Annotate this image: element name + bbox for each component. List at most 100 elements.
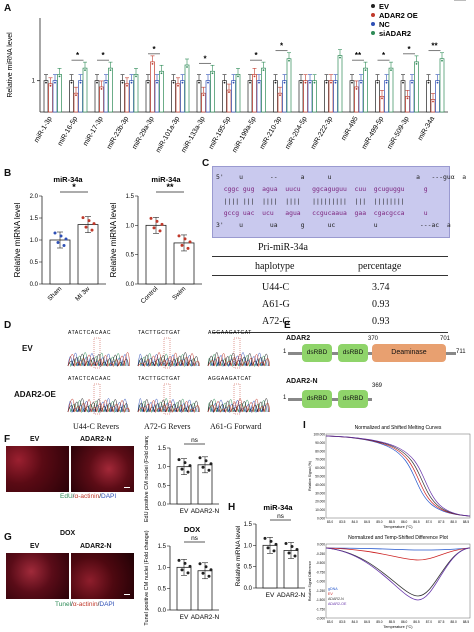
legend-label: gDNA [328,587,338,591]
bar [333,80,338,113]
panel-f-chart: 0.0 0.5 1.0 1.5 EdU positive CM nuclei (Fold… [144,436,220,522]
data-point [96,81,98,84]
dsrbd-domain-1: dsRBD [302,344,332,362]
bar [205,80,211,113]
data-point [54,81,56,84]
panel-label-i: I [303,420,306,431]
y-axis-label: Relative miRNA level [7,32,14,98]
table-top-rule [212,256,448,257]
category-label: miR-199a-5p [231,115,257,154]
sig-mark: ** [355,51,362,60]
bar [52,80,58,113]
data-point [109,69,112,72]
data-point [274,81,277,84]
bar [145,80,151,113]
data-point [325,81,328,84]
dox-title-img: DOX [60,530,76,537]
panel-label-h: H [228,502,236,513]
data-point [334,81,337,84]
edit-site-marker [163,337,171,369]
img-title-adar2n-f: ADAR2-N [80,436,112,443]
y-tick-label: 1.0 [158,565,167,571]
data-point [202,94,205,97]
data-point [390,69,392,72]
top-x-tick-label: 83.5 [339,520,345,524]
category-label: miR-210-3p [259,115,283,150]
data-point [84,225,88,229]
trace-peak [67,353,129,368]
dsrbd-domain-2: dsRBD [338,344,368,362]
data-point [186,246,190,250]
base-calls: TACTTGCTGAT [138,376,181,382]
data-point [355,88,358,90]
top-y-tick-label: 80.000 [315,449,325,453]
bar [354,86,359,113]
data-point [180,467,184,471]
trace-peak [137,398,197,414]
data-point [258,81,260,84]
adar2-end: 711 [456,349,466,355]
bar [252,74,257,113]
bar [256,80,262,113]
data-point [130,81,133,84]
base-calls: TACTTGCTGAT [138,330,181,336]
top-x-tick-label: 85.0 [376,520,382,524]
base-calls: ATACTCACAAC [68,330,111,336]
trace-peak [67,400,127,414]
y-tick-label: 1 [32,79,36,85]
top-x-tick-label: 88.0 [451,520,457,524]
data-point [172,81,175,84]
haplotype-cell: A72-G [262,316,290,327]
bar [222,80,227,113]
bar [226,89,232,113]
micrograph-ev-tunel [6,553,69,599]
legend-label: ADAR2-N [328,597,344,601]
scale-bar-g [124,594,130,595]
legend-marker [371,31,375,35]
y-tick-label: 1.0 [158,465,167,471]
y-tick-label: 0.0 [30,282,39,288]
micrograph-ev-edu [6,446,69,492]
bar [409,80,415,113]
bar [120,80,125,113]
data-point [92,222,96,226]
panel-g-chart: DOX 0.0 0.5 1.0 1.5 Tunel positive CM nuclei … [144,525,220,626]
chromatogram-panel: ATACTCACAAC ATACTCACAAC TACTTGCTGAT TACTTGC… [67,330,270,415]
data-point [181,81,184,84]
panel-label-f: F [4,434,11,445]
top-y-tick-label: 50.000 [315,475,325,479]
sig-mark: * [152,45,156,54]
bar [69,80,74,113]
micrograph-adar2n-tunel [71,553,134,599]
bottom-y-tick-label: -0.250 [316,552,325,556]
sig-mark: * [280,42,284,51]
bottom-y-tick-label: -1.750 [316,607,325,611]
data-point [313,81,316,84]
bar [328,80,334,113]
data-point [269,539,273,543]
bar [414,61,419,113]
chart-title: DOX [184,525,200,534]
base-calls: AGGAAGATCAT [208,330,252,336]
data-point [411,81,413,84]
data-point [441,59,443,62]
adar2-start: 1 [283,349,287,355]
bar [375,80,380,113]
category-label: miR-509-3p [386,115,410,150]
data-point [209,568,213,572]
sig-mark: * [76,51,80,60]
data-point [272,549,276,553]
caption-a72g: A72-G Revers [144,422,191,431]
adar2n-dsrbd-2: dsRBD [338,390,368,408]
bottom-y-tick-label: -1.500 [316,598,325,602]
data-point [249,81,251,84]
data-point [385,81,388,84]
top-x-tick-label: 83.0 [327,520,333,524]
deaminase-end-num: 701 [440,336,451,342]
data-point [152,226,156,230]
bar [103,80,109,113]
data-point [293,554,297,558]
adar2n-title: ADAR2-N [286,378,318,385]
chart-title: miR-34a [263,503,293,512]
